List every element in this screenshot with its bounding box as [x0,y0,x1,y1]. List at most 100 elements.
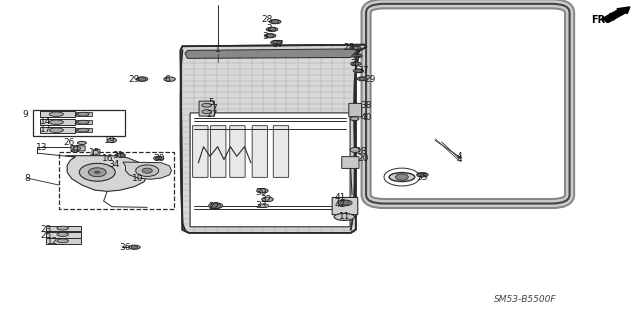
Text: 41: 41 [335,193,346,202]
Ellipse shape [351,46,361,50]
FancyBboxPatch shape [199,101,214,116]
Circle shape [396,174,408,180]
Circle shape [350,147,360,152]
Circle shape [266,34,274,38]
Ellipse shape [271,41,282,45]
Circle shape [88,168,106,177]
Circle shape [268,27,276,31]
Text: 30: 30 [153,154,164,163]
Ellipse shape [115,153,125,158]
Text: 12: 12 [47,237,58,246]
FancyBboxPatch shape [76,112,92,116]
Text: 15: 15 [89,148,100,157]
FancyBboxPatch shape [46,238,81,244]
Ellipse shape [77,120,89,124]
FancyBboxPatch shape [93,150,100,157]
Text: 14: 14 [40,117,52,126]
Circle shape [131,246,138,249]
Text: 18: 18 [356,147,367,156]
Ellipse shape [357,77,367,81]
FancyBboxPatch shape [46,226,81,231]
Text: 23: 23 [40,225,52,234]
Ellipse shape [57,226,68,230]
Text: 39: 39 [255,188,267,197]
Text: 40: 40 [360,113,372,122]
Polygon shape [185,49,358,58]
Ellipse shape [350,117,359,121]
Ellipse shape [77,112,89,116]
Text: 35: 35 [417,173,428,182]
Text: 4: 4 [457,152,462,161]
Text: 6: 6 [165,75,170,84]
Ellipse shape [202,103,211,107]
Ellipse shape [338,200,352,206]
FancyBboxPatch shape [190,113,350,227]
Ellipse shape [73,147,81,150]
Text: 36: 36 [119,243,131,252]
FancyBboxPatch shape [193,126,208,177]
FancyBboxPatch shape [40,127,75,133]
Text: 2: 2 [266,24,271,33]
Text: SM53-B5500F: SM53-B5500F [493,295,556,304]
Ellipse shape [164,77,175,81]
Ellipse shape [353,69,364,73]
FancyBboxPatch shape [211,126,226,177]
Ellipse shape [269,20,281,24]
Ellipse shape [154,156,164,160]
Text: 38: 38 [360,101,372,110]
Ellipse shape [77,141,86,145]
Text: 3: 3 [263,32,268,41]
FancyBboxPatch shape [71,146,85,151]
Ellipse shape [417,173,428,177]
Circle shape [142,168,152,173]
Circle shape [354,54,360,57]
Ellipse shape [49,128,63,132]
Text: 21: 21 [70,145,81,154]
Text: 19: 19 [104,137,116,145]
Text: 26: 26 [63,138,75,147]
Ellipse shape [100,156,108,159]
Circle shape [156,157,162,160]
Polygon shape [123,162,172,179]
Text: 3: 3 [351,59,356,68]
Text: 42: 42 [335,200,346,209]
Text: 11: 11 [339,212,350,221]
Text: 28: 28 [343,43,355,52]
FancyBboxPatch shape [252,126,268,177]
Text: 13: 13 [36,143,47,152]
FancyBboxPatch shape [230,126,245,177]
Text: 5: 5 [209,98,214,107]
FancyBboxPatch shape [349,103,362,117]
Text: 33: 33 [255,201,267,210]
Text: 7: 7 [212,104,217,113]
Circle shape [353,62,359,65]
Text: 10: 10 [132,174,143,182]
Ellipse shape [77,128,89,132]
Circle shape [355,69,362,72]
Circle shape [79,163,115,181]
Text: 28: 28 [262,15,273,24]
FancyBboxPatch shape [76,120,92,124]
Ellipse shape [136,77,148,81]
Ellipse shape [209,203,223,209]
Ellipse shape [57,239,68,243]
Ellipse shape [389,173,415,182]
FancyArrow shape [601,7,630,22]
FancyBboxPatch shape [386,14,550,194]
Circle shape [273,41,280,44]
Circle shape [116,153,124,157]
Circle shape [138,77,146,81]
Text: 9: 9 [23,110,28,119]
Text: 22: 22 [209,202,220,211]
Text: 37: 37 [358,66,369,75]
Circle shape [108,138,116,143]
Text: 8: 8 [24,174,29,182]
Circle shape [211,203,221,208]
Text: 27: 27 [207,110,218,119]
Text: 25: 25 [40,231,52,240]
Circle shape [136,165,159,176]
FancyBboxPatch shape [332,197,358,215]
Text: 37: 37 [273,40,284,48]
Text: 16: 16 [102,154,113,163]
Text: 1: 1 [215,45,220,54]
